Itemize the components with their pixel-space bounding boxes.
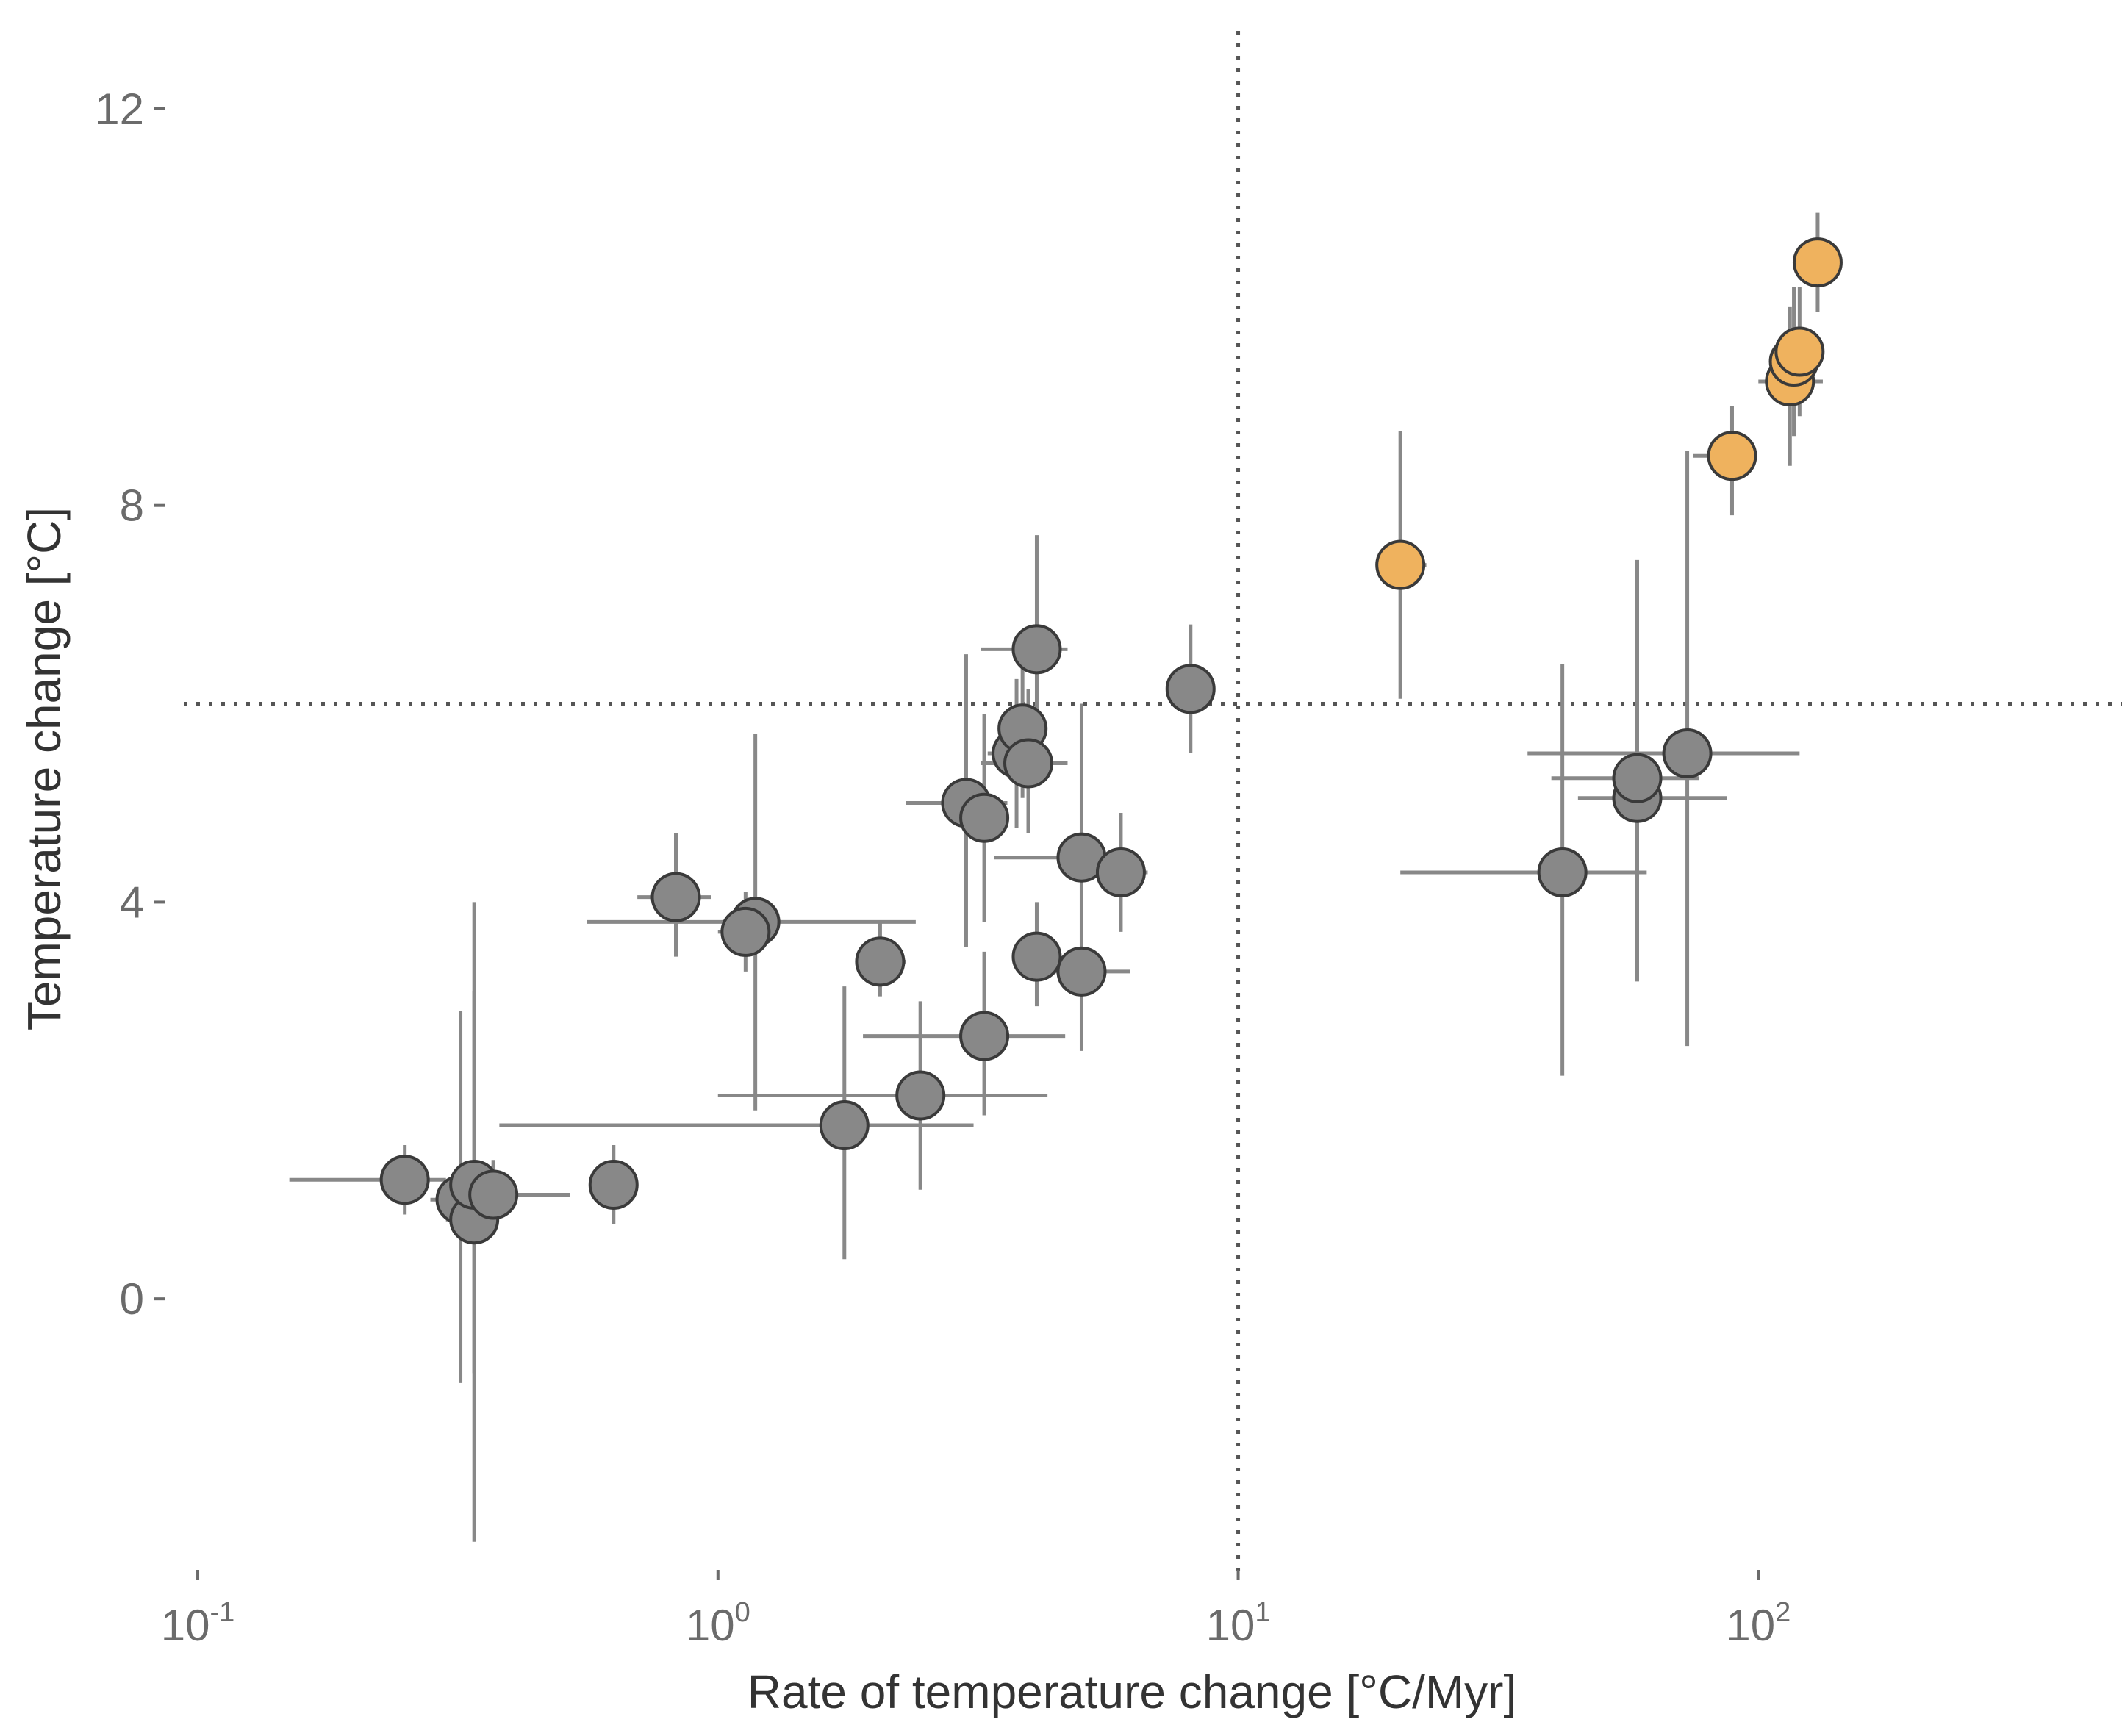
error-bars <box>289 212 1828 1542</box>
x-tick-exponent: 1 <box>1255 1597 1270 1628</box>
data-points <box>379 237 1843 1245</box>
x-axis: 10-1 100 101 102 <box>161 1570 1791 1650</box>
y-tick-label: 8 <box>120 481 144 531</box>
x-tick-exponent: 2 <box>1775 1597 1791 1628</box>
data-point <box>720 906 771 957</box>
x-tick-label: 10-1 <box>161 1597 235 1650</box>
data-point <box>959 792 1010 843</box>
data-point <box>959 1011 1010 1061</box>
data-point <box>1612 753 1663 803</box>
y-tick-label: 12 <box>95 85 144 134</box>
data-point <box>855 936 906 987</box>
x-tick-base: 10 <box>1206 1601 1255 1650</box>
data-point <box>1537 847 1588 897</box>
data-point <box>1774 326 1825 377</box>
data-point <box>1011 931 1062 982</box>
x-tick-label: 102 <box>1726 1597 1791 1650</box>
x-tick-base: 10 <box>1726 1601 1775 1650</box>
data-point <box>588 1159 639 1210</box>
y-axis: 0 4 8 12 <box>95 85 165 1324</box>
data-point <box>1056 946 1107 997</box>
y-tick-label: 4 <box>120 878 144 927</box>
data-point <box>1375 539 1426 590</box>
data-point <box>819 1100 870 1151</box>
x-tick-label: 101 <box>1206 1597 1271 1650</box>
x-axis-title: Rate of temperature change [°C/Myr] <box>748 1665 1517 1718</box>
x-tick-base: 10 <box>161 1601 210 1650</box>
data-point <box>1011 624 1062 675</box>
y-axis-title: Temperature change [°C] <box>18 507 71 1030</box>
data-point <box>1165 664 1216 714</box>
x-tick-exponent: 0 <box>735 1597 750 1628</box>
reference-lines <box>184 31 2122 1580</box>
data-point <box>1707 431 1757 481</box>
data-point <box>1095 847 1146 897</box>
x-tick-base: 10 <box>686 1601 735 1650</box>
x-tick-label: 100 <box>686 1597 750 1650</box>
y-tick-label: 0 <box>120 1274 144 1324</box>
data-point <box>1003 738 1054 789</box>
data-point <box>379 1155 430 1205</box>
data-point <box>1792 237 1843 288</box>
data-point <box>895 1070 946 1121</box>
data-point <box>468 1169 519 1220</box>
x-tick-exponent: -1 <box>209 1597 234 1628</box>
data-point <box>650 872 701 922</box>
data-point <box>1662 728 1713 779</box>
